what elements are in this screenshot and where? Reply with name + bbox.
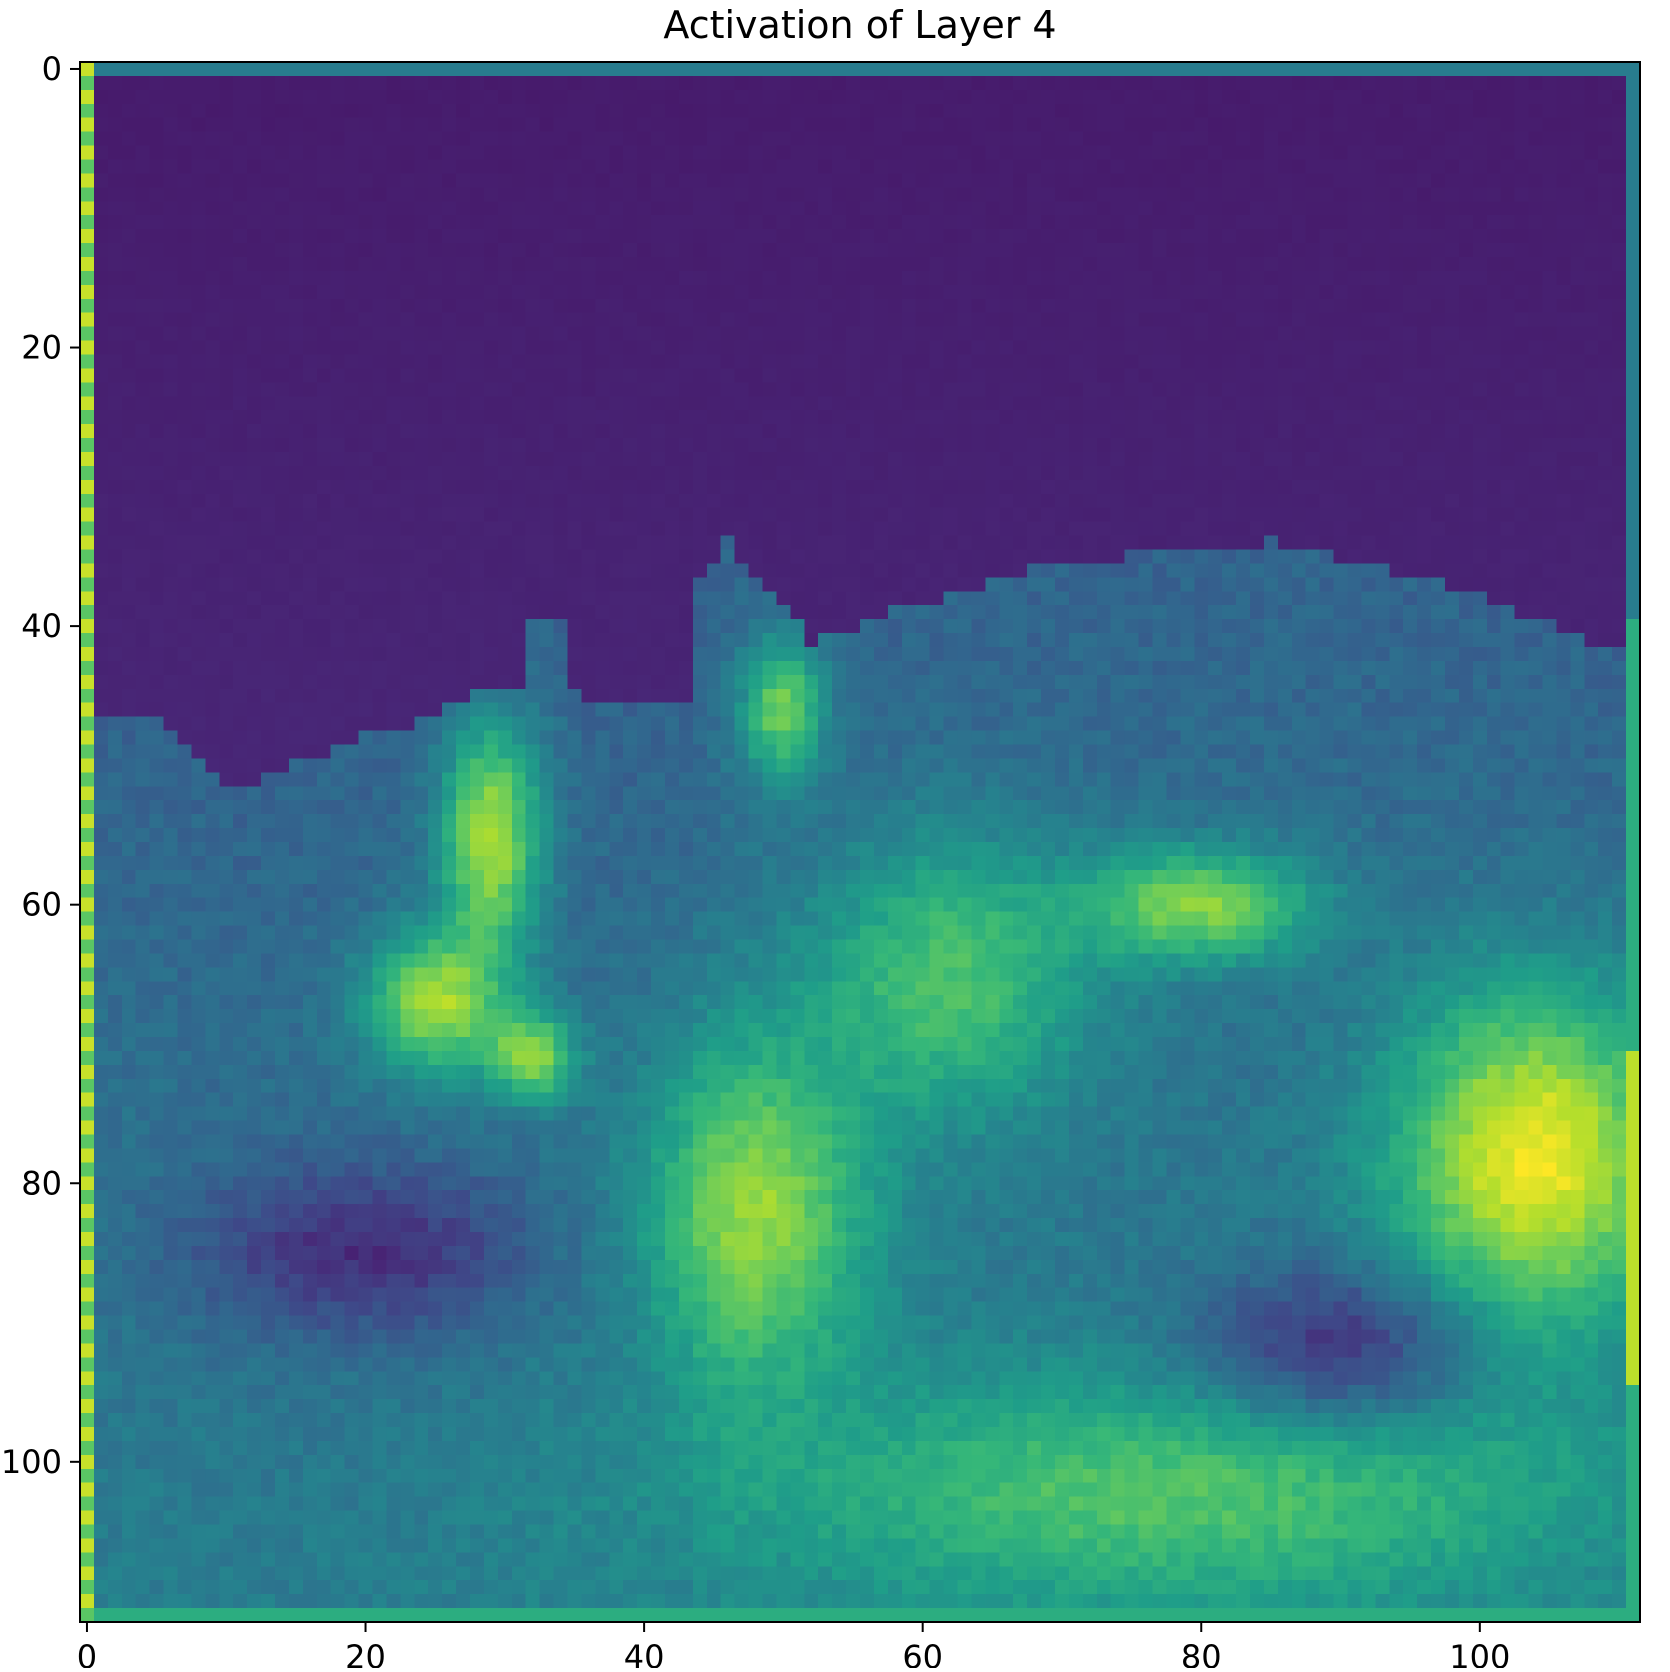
x-tick-label: 0 <box>77 1638 97 1668</box>
x-tick-label: 20 <box>345 1638 386 1668</box>
x-tick-label: 40 <box>624 1638 665 1668</box>
plot-frame <box>79 61 1641 1623</box>
x-tick-label: 60 <box>902 1638 943 1668</box>
chart-title: Activation of Layer 4 <box>663 3 1056 47</box>
heatmap-pixels <box>80 62 1640 1622</box>
x-tick-label: 100 <box>1449 1638 1510 1668</box>
x-tick-label: 80 <box>1181 1638 1222 1668</box>
y-tick-label: 0 <box>42 50 62 88</box>
heatmap-image <box>80 62 1640 1622</box>
y-tick-label: 20 <box>21 329 62 367</box>
y-tick-label: 40 <box>21 607 62 645</box>
y-tick-label: 80 <box>21 1164 62 1202</box>
y-axis: 0 20 40 60 80 100 <box>1 50 80 1481</box>
x-axis: 0 20 40 60 80 100 <box>77 1622 1510 1672</box>
y-tick-label: 60 <box>21 886 62 924</box>
y-tick-label: 100 <box>1 1443 62 1481</box>
